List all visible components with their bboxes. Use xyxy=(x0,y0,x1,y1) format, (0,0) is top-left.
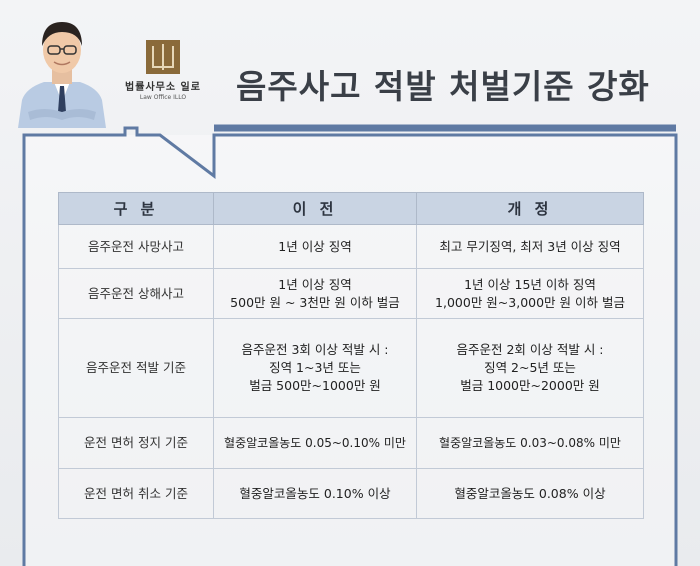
row-before: 1년 이상 징역 500만 원 ~ 3천만 원 이하 벌금 xyxy=(213,268,417,319)
table-row: 음주운전 적발 기준 음주운전 3회 이상 적발 시 : 징역 1~3년 또는 … xyxy=(58,318,644,418)
penalty-comparison-table: 구 분 이 전 개 정 음주운전 사망사고 1년 이상 징역 최고 무기징역, … xyxy=(58,192,644,519)
row-after: 혈중알코올농도 0.08% 이상 xyxy=(416,468,644,519)
page-title: 음주사고 적발 처벌기준 강화 xyxy=(236,67,650,106)
row-before: 혈중알코올농도 0.05~0.10% 미만 xyxy=(213,417,417,469)
logo-name-korean: 법률사무소 일로 xyxy=(125,82,201,93)
table-header-row: 구 분 이 전 개 정 xyxy=(58,192,644,225)
row-category: 운전 면허 정지 기준 xyxy=(58,417,214,469)
row-after: 음주운전 2회 이상 적발 시 : 징역 2~5년 또는 벌금 1000만~20… xyxy=(416,318,644,418)
header-category: 구 분 xyxy=(58,192,214,225)
row-category: 음주운전 적발 기준 xyxy=(58,318,214,418)
row-after: 혈중알코올농도 0.03~0.08% 미만 xyxy=(416,417,644,469)
lawyer-avatar xyxy=(18,22,106,128)
header-before: 이 전 xyxy=(213,192,417,225)
row-before: 혈중알코올농도 0.10% 이상 xyxy=(213,468,417,519)
row-before: 1년 이상 징역 xyxy=(213,224,417,269)
row-after: 최고 무기징역, 최저 3년 이상 징역 xyxy=(416,224,644,269)
row-category: 음주운전 상해사고 xyxy=(58,268,214,319)
logo-name-english: Law Office ILLO xyxy=(139,94,187,101)
row-before: 음주운전 3회 이상 적발 시 : 징역 1~3년 또는 벌금 500만~100… xyxy=(213,318,417,418)
logo-mark-icon xyxy=(146,40,180,74)
row-category: 운전 면허 취소 기준 xyxy=(58,468,214,519)
row-after: 1년 이상 15년 이하 징역 1,000만 원~3,000만 원 이하 벌금 xyxy=(416,268,644,319)
table-row: 음주운전 사망사고 1년 이상 징역 최고 무기징역, 최저 3년 이상 징역 xyxy=(58,224,644,269)
header-after: 개 정 xyxy=(416,192,644,225)
table-row: 음주운전 상해사고 1년 이상 징역 500만 원 ~ 3천만 원 이하 벌금 … xyxy=(58,268,644,319)
table-row: 운전 면허 취소 기준 혈중알코올농도 0.10% 이상 혈중알코올농도 0.0… xyxy=(58,468,644,519)
row-category: 음주운전 사망사고 xyxy=(58,224,214,269)
table-row: 운전 면허 정지 기준 혈중알코올농도 0.05~0.10% 미만 혈중알코올농… xyxy=(58,417,644,469)
law-office-logo: 법률사무소 일로 Law Office ILLO xyxy=(118,40,208,110)
header: 법률사무소 일로 Law Office ILLO 음주사고 적발 처벌기준 강화 xyxy=(0,0,700,150)
